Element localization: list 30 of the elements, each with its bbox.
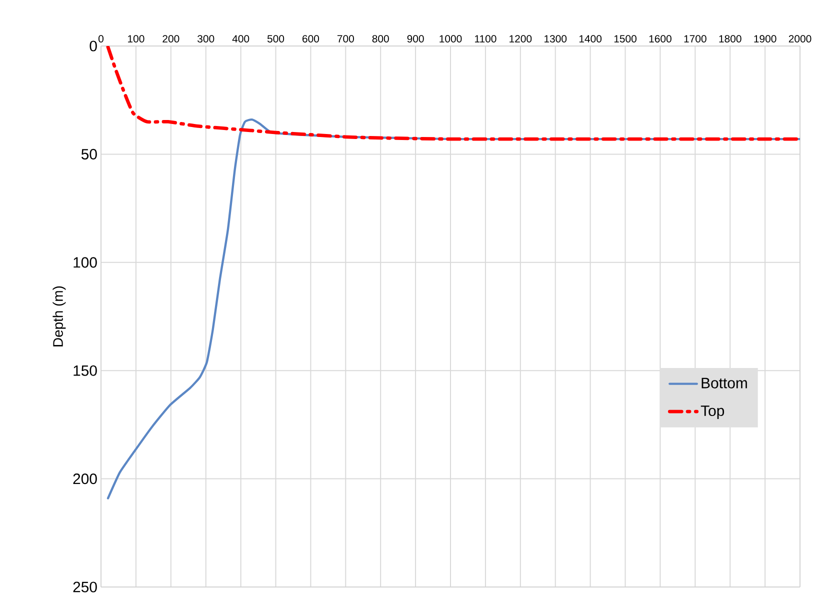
- x-tick-label: 1400: [579, 35, 602, 42]
- legend-label: Top: [700, 406, 724, 419]
- y-tick-label: 250: [73, 582, 97, 592]
- y-tick-label: 150: [74, 365, 97, 376]
- x-tick-label: 1300: [544, 35, 567, 42]
- x-tick-label: 200: [162, 35, 180, 42]
- x-tick-label: 2000: [788, 35, 812, 42]
- y-axis-title: Depth (m): [52, 286, 66, 346]
- x-tick-label: 700: [337, 35, 354, 42]
- x-tick-label: 800: [372, 35, 389, 42]
- legend-label: Bottom: [702, 378, 747, 388]
- x-tick-label: 900: [407, 35, 424, 42]
- y-tick-label: 100: [74, 257, 97, 268]
- x-tick-label: 500: [267, 35, 284, 42]
- line-series: [106, 46, 800, 141]
- x-tick-label: 1200: [510, 35, 532, 42]
- x-tick-label: 0: [98, 35, 104, 42]
- x-tick-label: 400: [232, 35, 250, 42]
- x-tick-label: 1600: [649, 35, 672, 42]
- y-tick-label: 200: [73, 474, 97, 484]
- x-tick-label: 100: [128, 35, 144, 42]
- y-tick-label: 50: [81, 148, 97, 160]
- x-tick-label: 1900: [754, 35, 776, 42]
- x-tick-label: 1800: [719, 35, 742, 42]
- x-tick-label: 1700: [684, 35, 706, 42]
- x-tick-label: 600: [302, 35, 320, 42]
- x-tick-label: 300: [198, 35, 214, 42]
- x-tick-label: 1100: [475, 35, 496, 42]
- x-tick-label: 1500: [614, 35, 636, 42]
- x-tick-label: 1000: [440, 35, 462, 42]
